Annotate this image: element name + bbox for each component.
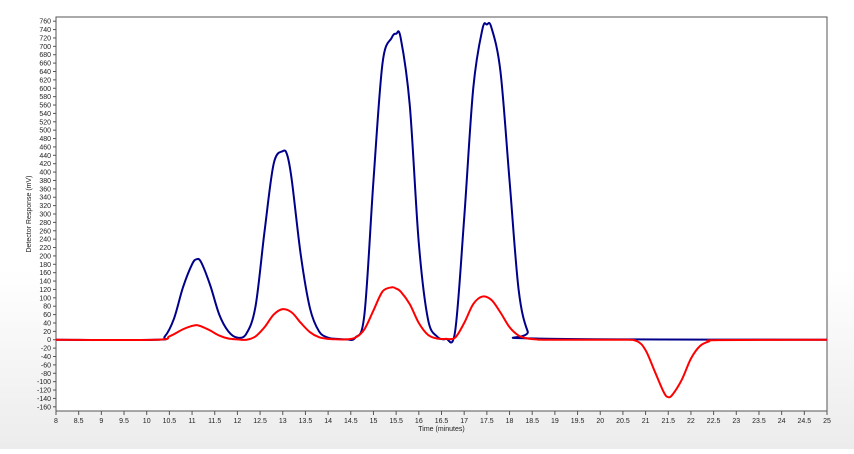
x-tick-label: 9 [99, 418, 103, 425]
x-tick-label: 19 [551, 418, 559, 425]
series-line-red [55, 286, 828, 399]
y-tick-label: 160 [39, 270, 51, 277]
y-tick-label: 440 [39, 153, 51, 160]
x-tick-label: 15.5 [389, 418, 403, 425]
y-tick-label: 380 [39, 178, 51, 185]
y-tick-label: 420 [39, 161, 51, 168]
y-tick-label: -40 [41, 354, 51, 361]
x-tick-label: 25 [823, 418, 831, 425]
x-axis-title: Time (minutes) [418, 426, 464, 433]
y-tick-label: 720 [39, 35, 51, 42]
y-tick-label: 520 [39, 119, 51, 126]
x-tick-label: 21 [642, 418, 650, 425]
y-tick-label: 240 [39, 237, 51, 244]
plot-area [55, 16, 828, 412]
y-tick-label: 760 [39, 19, 51, 26]
y-tick-label: 200 [39, 253, 51, 260]
y-tick-label: 700 [39, 44, 51, 51]
x-tick-label: 11 [188, 418, 195, 425]
x-tick-label: 12.5 [253, 418, 267, 425]
x-tick-label: 22.5 [707, 418, 721, 425]
y-tick-label: 620 [39, 77, 51, 84]
y-tick-label: 260 [39, 228, 51, 235]
y-tick-label: 80 [43, 304, 51, 311]
x-tick-label: 20 [596, 418, 604, 425]
y-tick-label: 740 [39, 27, 51, 34]
x-tick-label: 16 [415, 418, 423, 425]
y-tick-label: 320 [39, 203, 51, 210]
x-tick-label: 18 [506, 418, 514, 425]
y-axis: 7607407207006806606406206005805605405205… [37, 19, 56, 411]
y-tick-label: 560 [39, 103, 51, 110]
x-tick-label: 14 [324, 418, 332, 425]
y-tick-label: 300 [39, 212, 51, 219]
x-tick-label: 16.5 [435, 418, 449, 425]
series-line-blue [55, 21, 828, 344]
x-tick-label: 8.5 [74, 418, 84, 425]
y-tick-label: -160 [37, 404, 51, 411]
series-layer [55, 21, 828, 399]
y-tick-label: 140 [39, 279, 51, 286]
y-tick-label: 220 [39, 245, 51, 252]
y-tick-label: 680 [39, 52, 51, 59]
x-tick-label: 22 [687, 418, 695, 425]
x-tick-label: 13.5 [299, 418, 313, 425]
y-tick-label: 500 [39, 128, 51, 135]
x-tick-label: 23.5 [752, 418, 766, 425]
y-tick-label: -20 [41, 346, 51, 353]
x-axis: 8 8.5 9 9.5 10 10.5 11 11.5 12 12.5 13 13.5 14 14.5 15… [54, 411, 831, 425]
x-tick-label: 8 [54, 418, 58, 425]
y-tick-label: -140 [37, 396, 51, 403]
y-tick-label: 580 [39, 94, 51, 101]
x-tick-label: 14.5 [344, 418, 358, 425]
y-tick-label: 100 [39, 295, 51, 302]
y-tick-label: 40 [43, 320, 51, 327]
y-tick-label: 0 [47, 337, 51, 344]
y-tick-label: -80 [41, 371, 51, 378]
x-tick-label: 18.5 [525, 418, 539, 425]
x-tick-label: 23 [732, 418, 740, 425]
y-tick-label: 460 [39, 144, 51, 151]
y-tick-label: -60 [41, 362, 51, 369]
y-tick-label: 120 [39, 287, 51, 294]
x-tick-label: 24.5 [798, 418, 812, 425]
y-tick-label: 60 [43, 312, 51, 319]
x-tick-label: 9.5 [119, 418, 129, 425]
y-tick-label: 280 [39, 220, 51, 227]
x-tick-label: 17 [460, 418, 468, 425]
x-tick-label: 20.5 [616, 418, 630, 425]
x-tick-label: 11.5 [208, 418, 221, 425]
x-tick-label: 17.5 [480, 418, 494, 425]
y-axis-title: Detector Response (mV) [26, 175, 33, 252]
x-tick-label: 21.5 [661, 418, 675, 425]
y-tick-label: 20 [43, 329, 51, 336]
y-tick-label: 540 [39, 111, 51, 118]
y-tick-label: 600 [39, 86, 51, 93]
x-tick-label: 10 [143, 418, 151, 425]
y-tick-label: 340 [39, 195, 51, 202]
x-tick-label: 24 [778, 418, 786, 425]
y-tick-label: 360 [39, 186, 51, 193]
x-tick-label: 12 [234, 418, 242, 425]
y-tick-label: -120 [37, 388, 51, 395]
x-tick-label: 19.5 [571, 418, 585, 425]
x-tick-label: 15 [370, 418, 378, 425]
y-tick-label: 400 [39, 170, 51, 177]
y-tick-label: 660 [39, 61, 51, 68]
y-tick-label: -100 [37, 379, 51, 386]
x-tick-label: 13 [279, 418, 287, 425]
y-tick-label: 640 [39, 69, 51, 76]
y-tick-label: 480 [39, 136, 51, 143]
x-tick-label: 10.5 [163, 418, 177, 425]
y-tick-label: 180 [39, 262, 51, 269]
